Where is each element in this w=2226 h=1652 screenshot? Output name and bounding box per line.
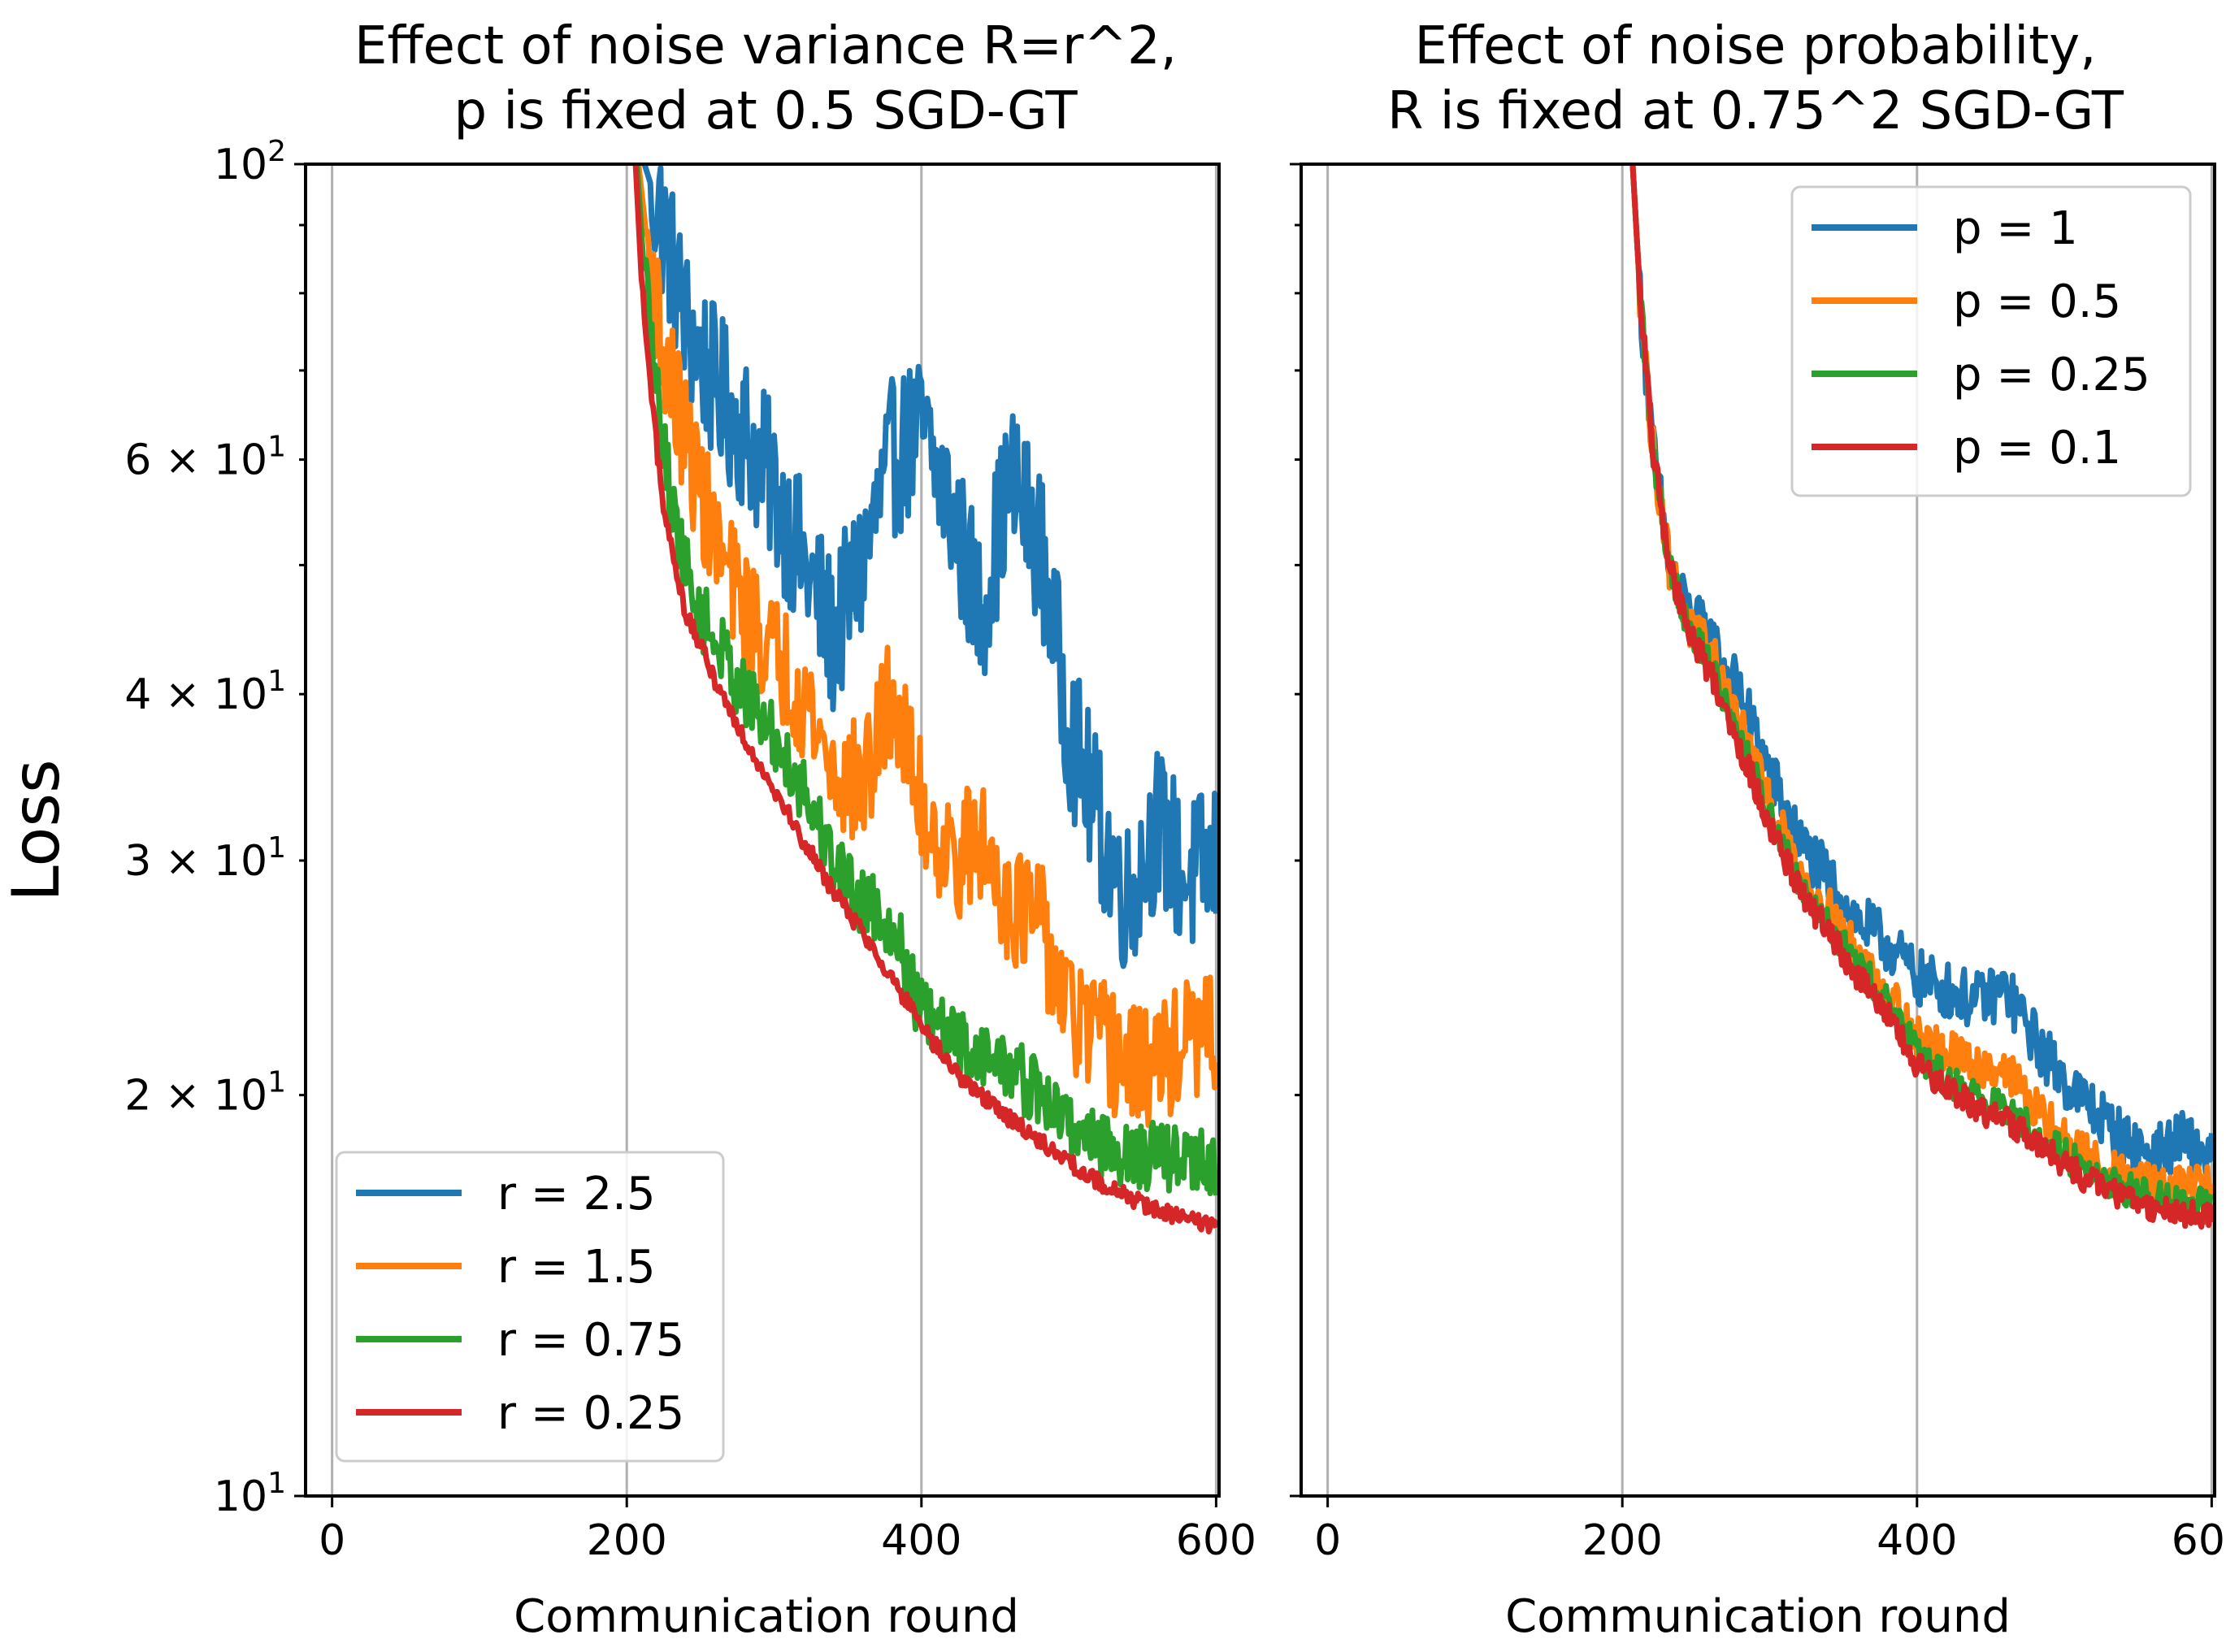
left-chart-legend-label: r = 2.5: [497, 1168, 656, 1221]
left-chart-x-tick-label: 0: [319, 1516, 345, 1565]
left-chart-legend-label: r = 0.75: [497, 1314, 684, 1367]
left-chart-x-tick-label: 400: [881, 1516, 961, 1565]
left-chart-y-ticks: 101 2 × 101 3 × 101 4 × 101 6 × 101 102: [124, 135, 306, 1521]
right-chart-legend-label: p = 0.25: [1953, 349, 2150, 401]
left-chart-y-tick-label: 101: [214, 1467, 286, 1521]
left-chart-series-lines: [632, 164, 1219, 1235]
left-chart-y-axis-label: Loss: [0, 759, 74, 901]
right-chart-x-ticks: 0 200 400 600: [1314, 1496, 2226, 1565]
right-chart-gridlines: [1326, 164, 2213, 1496]
right-chart-legend-label: p = 0.1: [1953, 422, 2121, 475]
left-chart-y-tick-label: 6 × 101: [124, 431, 286, 485]
right-chart-series-line: [1629, 164, 2215, 1187]
right-chart-legend-box: [1790, 185, 2192, 497]
left-chart-series-line: [632, 164, 1219, 1235]
left-chart-series-line: [636, 164, 1219, 1129]
left-chart-x-axis-label: Communication round: [514, 1590, 1019, 1643]
left-chart-plot-frame: [304, 163, 1221, 1498]
right-chart-y-ticks: [1290, 163, 1301, 1498]
right-chart-x-tick-label: 0: [1314, 1516, 1341, 1565]
right-chart-title-line2: R is fixed at 0.75^2 SGD-GT: [1387, 81, 2124, 141]
left-chart-title-line2: p is fixed at 0.5 SGD-GT: [453, 81, 1078, 141]
left-chart-legend-box: [335, 1151, 725, 1463]
left-chart-y-tick-label: 4 × 101: [124, 665, 286, 719]
left-chart-panel: Effect of noise variance R=r^2, p is fix…: [0, 16, 1256, 1643]
right-chart-x-tick-label: 600: [2172, 1516, 2226, 1565]
right-chart-title-line1: Effect of noise probability,: [1415, 16, 2097, 76]
left-chart-y-tick-label: 2 × 101: [124, 1066, 286, 1121]
left-chart-series-line: [641, 164, 1219, 969]
right-chart-series-line: [1629, 164, 2215, 1230]
right-chart-x-axis-label: Communication round: [1505, 1590, 2011, 1643]
right-chart-legend-label: p = 1: [1953, 202, 2078, 255]
right-chart-x-tick-label: 400: [1877, 1516, 1957, 1565]
left-chart-x-ticks: 0 200 400 600: [319, 1496, 1256, 1565]
right-chart-x-tick-label: 200: [1582, 1516, 1663, 1565]
left-chart-series-line: [634, 164, 1219, 1197]
left-chart-title-line1: Effect of noise variance R=r^2,: [354, 16, 1177, 76]
left-chart-legend-label: r = 0.25: [497, 1387, 684, 1440]
right-chart-legend: p = 1 p = 0.5 p = 0.25 p = 0.1: [1790, 185, 2192, 497]
left-chart-x-tick-label: 200: [587, 1516, 667, 1565]
left-chart-x-tick-label: 600: [1176, 1516, 1256, 1565]
left-chart-y-tick-label: 3 × 101: [124, 831, 286, 886]
left-chart-y-tick-label: 102: [214, 135, 286, 189]
right-chart-series-lines: [1629, 164, 2215, 1230]
right-chart-panel: Effect of noise probability, R is fixed …: [1290, 16, 2226, 1643]
left-chart-legend: r = 2.5 r = 1.5 r = 0.75 r = 0.25: [335, 1151, 725, 1463]
left-chart-legend-label: r = 1.5: [497, 1241, 656, 1294]
right-chart-plot-frame: [1300, 163, 2216, 1498]
right-chart-legend-label: p = 0.5: [1953, 275, 2121, 328]
